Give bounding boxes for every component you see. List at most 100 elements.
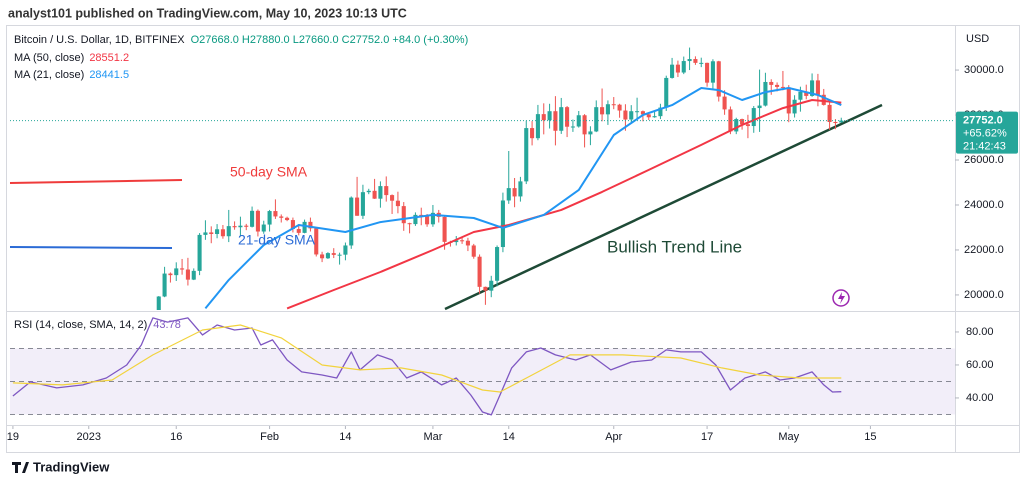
- candle-body: [226, 226, 231, 237]
- candle-body: [495, 247, 500, 281]
- candle-body: [314, 228, 319, 255]
- candle-body: [244, 225, 249, 227]
- price-tag-text: 27752.0: [963, 115, 1003, 127]
- y-tick-label: 20000.0: [964, 289, 1004, 301]
- event-icon[interactable]: [832, 289, 850, 307]
- candle-body: [232, 226, 237, 228]
- candle-body: [786, 87, 791, 114]
- legend-value: 28441.5: [89, 69, 129, 81]
- candle-body: [489, 280, 494, 291]
- candle-body: [751, 108, 756, 127]
- candle-body: [168, 273, 173, 276]
- candle-body: [442, 216, 447, 242]
- price-tag-text: +65.62%: [963, 128, 1007, 140]
- candle-body: [518, 181, 523, 197]
- candle-body: [261, 224, 266, 232]
- rsi-pane: [10, 317, 955, 416]
- candle-body: [716, 61, 721, 97]
- candle-body: [203, 232, 208, 235]
- candle-body: [635, 111, 640, 113]
- candle-body: [740, 119, 745, 125]
- x-tick-label: 14: [339, 431, 351, 443]
- candle-body: [722, 96, 727, 110]
- annotation: 50-day SMA: [230, 164, 308, 180]
- candle-body: [279, 216, 284, 218]
- annotation: Bullish Trend Line: [607, 237, 742, 256]
- candle-body: [512, 188, 517, 197]
- y-tick-label: 24000.0: [964, 199, 1004, 211]
- candle-body: [693, 59, 698, 63]
- candle-body: [541, 114, 546, 121]
- candle-body: [325, 253, 330, 259]
- candle-body: [553, 111, 558, 131]
- candle-body: [425, 216, 430, 225]
- candle-body: [681, 61, 686, 73]
- x-tick-label: 14: [503, 431, 515, 443]
- candle-body: [833, 122, 838, 123]
- candle-body: [734, 119, 739, 132]
- candle-body: [699, 62, 704, 64]
- rsi-line: [12, 324, 842, 393]
- candle-body: [792, 99, 797, 114]
- x-tick-label: 16: [170, 431, 182, 443]
- candle-body: [623, 110, 628, 120]
- drawing-line: [9, 246, 173, 249]
- candle-body: [629, 111, 634, 120]
- candle-body: [180, 268, 185, 270]
- candle-body: [594, 107, 599, 132]
- candle-body: [775, 84, 780, 87]
- candle-body: [658, 107, 663, 117]
- x-tick-label: May: [778, 431, 799, 443]
- legend-value: 43.78: [153, 319, 181, 331]
- drawing-line: [9, 179, 183, 184]
- candle-body: [337, 254, 342, 256]
- candle-body: [250, 210, 255, 227]
- candle-body: [483, 286, 488, 291]
- published-note: analyst101 published on TradingView.com,…: [8, 6, 407, 20]
- candle-body: [454, 240, 459, 243]
- chart-title: RSI (14, close, SMA, 14, 2): [14, 319, 147, 331]
- event-icon-bolt: [838, 292, 845, 304]
- candle-body: [238, 225, 243, 228]
- candle-body: [757, 105, 762, 109]
- legend-label: MA (50, close): [14, 52, 84, 64]
- candle-body: [839, 120, 844, 123]
- candle-body: [687, 59, 692, 62]
- candle-body: [588, 131, 593, 135]
- candle-body: [827, 104, 832, 122]
- candle-body: [798, 91, 803, 100]
- candle-body: [372, 190, 377, 199]
- candle-body: [296, 229, 301, 233]
- candle-body: [652, 116, 657, 118]
- candle-body: [209, 232, 214, 234]
- candle-body: [821, 94, 826, 105]
- candle-body: [810, 80, 815, 96]
- candle-body: [524, 128, 529, 182]
- candle-body: [366, 190, 371, 193]
- x-tick-label: 17: [701, 431, 713, 443]
- candle-body: [185, 269, 190, 280]
- y-axis-label: USD: [966, 33, 989, 45]
- candle-body: [343, 245, 348, 255]
- candle-body: [290, 220, 295, 230]
- legend-label: MA (21, close): [14, 69, 84, 81]
- y-tick-label: 26000.0: [964, 154, 1004, 166]
- candle-body: [500, 200, 505, 248]
- candle-body: [220, 229, 225, 237]
- y-tick-label: 30000.0: [964, 64, 1004, 76]
- candle-body: [705, 62, 710, 83]
- candle-body: [331, 253, 336, 255]
- candle-body: [675, 64, 680, 73]
- candle-body: [162, 273, 167, 297]
- candle-body: [197, 234, 202, 271]
- candle-body: [745, 124, 750, 127]
- candle-body: [407, 223, 412, 225]
- candle-body: [471, 245, 476, 257]
- candle-body: [670, 64, 675, 78]
- candle-body: [320, 254, 325, 259]
- candle-body: [174, 268, 179, 276]
- frame: [6, 25, 1020, 453]
- trend-line: [444, 103, 883, 311]
- y-tick-label: 80.00: [966, 326, 994, 338]
